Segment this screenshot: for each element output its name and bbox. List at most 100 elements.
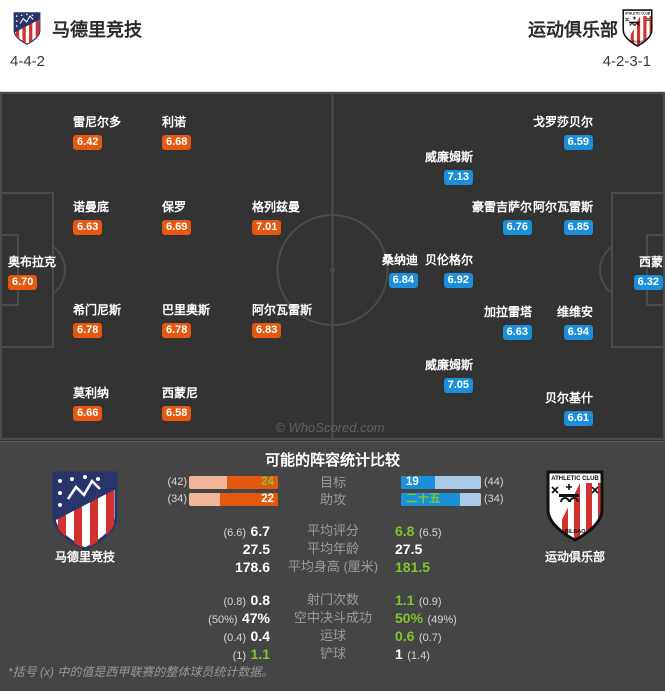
home-league-avg: (1): [232, 650, 247, 662]
player-rating-badge: 6.42: [73, 135, 103, 150]
away-league-avg: (44): [484, 476, 504, 488]
player-rating-badge: 6.69: [162, 220, 192, 235]
player-chip[interactable]: 希门尼斯 6.78: [73, 303, 121, 338]
stat-row: (6.6) 6.7 平均评分 6.8 (6.5): [0, 523, 665, 539]
player-chip[interactable]: 格列兹曼 7.01: [252, 200, 300, 235]
player-chip[interactable]: 维维安 6.94: [557, 305, 593, 340]
player-chip[interactable]: 雷尼尔多 6.42: [73, 115, 121, 150]
athletic-club-crest-icon[interactable]: [622, 9, 653, 47]
stat-label: 助攻: [319, 492, 346, 507]
player-name: 贝伦格尔: [424, 253, 473, 267]
away-league-avg: (49%): [427, 614, 457, 626]
away-league-avg: (0.7): [418, 632, 442, 644]
atletico-madrid-crest-icon[interactable]: [13, 12, 41, 45]
away-bar-value: 19: [406, 476, 419, 488]
away-stat-value: 1: [395, 646, 403, 662]
home-stat-value: 0.4: [250, 628, 270, 644]
player-chip[interactable]: 贝伦格尔 6.92: [425, 253, 473, 288]
lineup-comparison-panel: 可能的阵容统计比较 马德里竞技 运动俱乐部 (42) 24 目标 19 (44)…: [0, 441, 665, 691]
player-chip[interactable]: 保罗 6.69: [162, 200, 192, 235]
stat-row: (1) 1.1 铲球 1 (1.4): [0, 646, 665, 662]
player-name: 格列兹曼: [252, 200, 301, 214]
away-stat-bar: 19: [401, 476, 481, 489]
player-chip[interactable]: 贝尔基什 6.61: [545, 391, 593, 426]
home-team-name[interactable]: 马德里竞技: [52, 20, 142, 40]
player-chip[interactable]: 加拉雷塔 6.63: [484, 305, 532, 340]
away-stat-value: 6.8: [395, 523, 415, 539]
away-league-avg: (34): [484, 493, 504, 505]
player-rating-badge: 7.05: [443, 378, 473, 393]
player-rating-badge: 6.92: [443, 273, 473, 288]
player-name: 保罗: [162, 200, 187, 214]
player-chip[interactable]: 诺曼底 6.63: [73, 200, 109, 235]
player-rating-badge: 6.94: [563, 325, 593, 340]
player-chip[interactable]: 桑纳迪 6.84: [382, 253, 418, 288]
whoscored-watermark: © WhoScored.com: [275, 420, 385, 435]
player-rating-badge: 6.78: [73, 323, 103, 338]
home-bar-fill: [227, 476, 278, 489]
home-league-avg: (0.8): [223, 596, 247, 608]
player-rating-badge: 6.63: [502, 325, 532, 340]
player-name: 戈罗莎贝尔: [532, 115, 593, 129]
player-rating-badge: 6.68: [162, 135, 192, 150]
player-rating-badge: 6.63: [73, 220, 103, 235]
player-chip[interactable]: 威廉姆斯 7.13: [425, 150, 473, 185]
player-chip[interactable]: 豪雷吉萨尔 6.76: [472, 200, 532, 235]
player-name: 桑纳迪: [381, 253, 418, 267]
stat-bar-row: (34) 22 助攻 二十五 (34): [0, 493, 665, 506]
home-stat-value: 0.8: [250, 592, 270, 608]
away-stat-bar: 二十五: [401, 493, 481, 506]
header: 马德里竞技 4-4-2 运动俱乐部 4-2-3-1: [0, 0, 665, 92]
player-rating-badge: 6.59: [563, 135, 593, 150]
comparison-title: 可能的阵容统计比较: [264, 452, 400, 469]
away-stat-value: 27.5: [395, 541, 423, 557]
player-chip[interactable]: 莫利纳 6.66: [73, 386, 109, 421]
stat-row: (50%) 47% 空中决斗成功 50% (49%): [0, 610, 665, 626]
footnote: *括号 (x) 中的值是西甲联赛的整体球员统计数据。: [8, 665, 274, 679]
stat-label: 平均身高 (厘米): [287, 559, 379, 574]
player-chip[interactable]: 西蒙 6.32: [633, 255, 663, 290]
player-chip[interactable]: 巴里奥斯 6.78: [162, 303, 210, 338]
formation-pitch: 雷尼尔多 6.42 利诺 6.68 诺曼底 6.63 保罗 6.69 格列兹曼 …: [0, 92, 665, 441]
home-league-avg: (50%): [208, 614, 238, 626]
away-stat-value: 0.6: [395, 628, 415, 644]
home-team-label: 马德里竞技: [54, 550, 115, 564]
stat-row: 178.6 平均身高 (厘米) 181.5: [0, 559, 665, 575]
away-stat-value: 1.1: [395, 592, 415, 608]
home-league-avg: (6.6): [223, 527, 247, 539]
home-formation: 4-4-2: [10, 53, 46, 70]
player-name: 阿尔瓦雷斯: [532, 200, 593, 214]
player-name: 威廉姆斯: [424, 358, 473, 372]
player-name: 西蒙: [638, 255, 663, 269]
player-rating-badge: 6.78: [162, 323, 192, 338]
home-league-avg: (0.4): [223, 632, 247, 644]
player-chip[interactable]: 奥布拉克 6.70: [8, 255, 56, 290]
player-name: 巴里奥斯: [162, 303, 211, 317]
player-rating-badge: 6.70: [8, 275, 38, 290]
player-chip[interactable]: 戈罗莎贝尔 6.59: [533, 115, 593, 150]
player-chip[interactable]: 阿尔瓦雷斯 6.83: [252, 303, 312, 338]
away-formation: 4-2-3-1: [602, 53, 651, 70]
stat-label: 平均评分: [306, 523, 359, 538]
player-name: 希门尼斯: [73, 303, 122, 317]
player-name: 莫利纳: [73, 386, 110, 400]
away-stat-value: 181.5: [395, 559, 431, 575]
player-rating-badge: 6.84: [388, 273, 418, 288]
player-chip[interactable]: 西蒙尼 6.58: [162, 386, 198, 421]
player-chip[interactable]: 阿尔瓦雷斯 6.85: [533, 200, 593, 235]
stat-row: 27.5 平均年龄 27.5: [0, 541, 665, 557]
away-league-avg: (6.5): [418, 527, 442, 539]
player-rating-badge: 6.76: [502, 220, 532, 235]
player-chip[interactable]: 威廉姆斯 7.05: [425, 358, 473, 393]
away-league-avg: (1.4): [407, 650, 430, 662]
home-stat-value: 1.1: [250, 646, 270, 662]
player-name: 西蒙尼: [162, 386, 199, 400]
player-chip[interactable]: 利诺 6.68: [162, 115, 192, 150]
away-stat-value: 50%: [395, 610, 424, 626]
away-bar-fill: [401, 493, 461, 506]
away-team-name[interactable]: 运动俱乐部: [528, 20, 618, 40]
stat-bar-row: (42) 24 目标 19 (44): [0, 476, 665, 489]
stat-row: (0.4) 0.4 运球 0.6 (0.7): [0, 628, 665, 644]
home-stat-bar: 22: [189, 493, 278, 506]
